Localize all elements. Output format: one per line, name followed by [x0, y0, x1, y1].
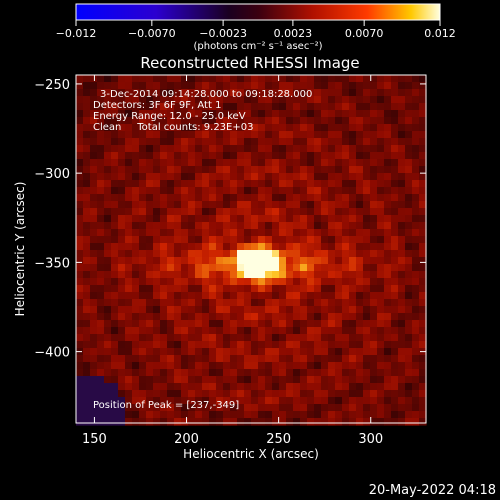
colorbar-tick-label: 0.012 — [424, 27, 456, 40]
y-tick-label: −350 — [34, 256, 70, 271]
x-tick-label: 300 — [358, 432, 383, 447]
x-axis-ticks: 150 200 250 300 — [82, 75, 383, 447]
colorbar-tick-label: −0.0070 — [128, 27, 176, 40]
y-tick-label: −300 — [34, 167, 70, 182]
colorbar-tick-label: −0.0023 — [199, 27, 247, 40]
colorbar-tick-label: −0.012 — [56, 27, 97, 40]
y-axis-ticks: −250 −300 −350 −400 — [34, 78, 426, 361]
peak-position-label: Position of Peak = [237,-349] — [93, 400, 239, 411]
annotation-time-range: 3-Dec-2014 09:14:28.000 to 09:18:28.000 — [100, 89, 312, 100]
chart-title: Reconstructed RHESSI Image — [140, 54, 359, 72]
y-tick-label: −250 — [34, 78, 70, 93]
annotation-clean-counts: Clean Total counts: 9.23E+03 — [93, 122, 253, 133]
x-axis-label: Heliocentric X (arcsec) — [183, 447, 319, 461]
colorbar-ticks: −0.012 −0.0070 −0.0023 0.0023 0.0070 0.012 — [56, 20, 456, 40]
plot-frame — [75, 74, 427, 424]
y-axis-label: Heliocentric Y (arcsec) — [13, 182, 27, 317]
annotation-detectors: Detectors: 3F 6F 9F, Att 1 — [93, 100, 221, 111]
annotation-energy-range: Energy Range: 12.0 - 25.0 keV — [93, 111, 246, 122]
colorbar-tick-label: 0.0023 — [274, 27, 313, 40]
colorbar-units-label: (photons cm⁻² s⁻¹ asec⁻²) — [193, 41, 322, 52]
x-tick-label: 200 — [174, 432, 199, 447]
footer-timestamp: 20-May-2022 04:18 — [369, 483, 496, 498]
y-tick-label: −400 — [34, 346, 70, 361]
colorbar-tick-label: 0.0070 — [345, 27, 384, 40]
x-tick-label: 150 — [82, 432, 107, 447]
x-tick-label: 250 — [266, 432, 291, 447]
colorbar — [75, 3, 441, 21]
heatmap-image — [76, 75, 427, 426]
